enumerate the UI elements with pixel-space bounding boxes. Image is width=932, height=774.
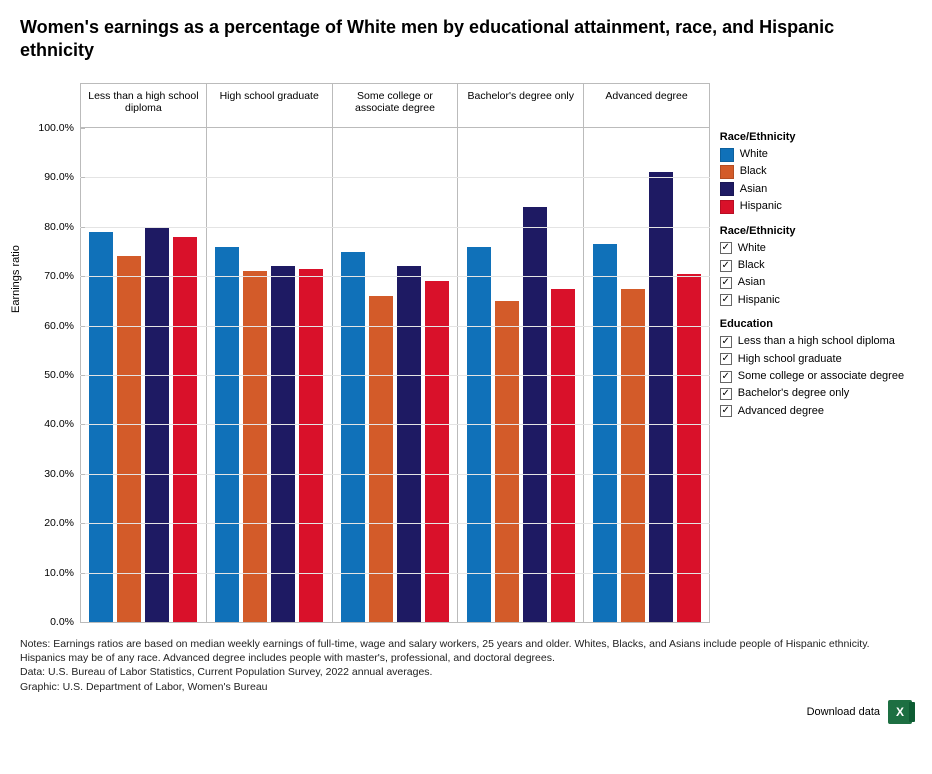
y-tick-label: 50.0% bbox=[44, 369, 80, 381]
checkbox-icon: ✓ bbox=[720, 371, 732, 383]
y-tick-label: 90.0% bbox=[44, 171, 80, 183]
legend-swatch bbox=[720, 182, 734, 196]
y-tick-label: 0.0% bbox=[50, 616, 80, 628]
race-filter-checkbox-item[interactable]: ✓ Asian bbox=[720, 275, 912, 290]
checkbox-icon: ✓ bbox=[720, 405, 732, 417]
panel-header: Less than a high school diploma bbox=[80, 84, 206, 127]
gridline bbox=[80, 326, 710, 327]
education-filter-checkbox-item[interactable]: ✓ Advanced degree bbox=[720, 404, 912, 419]
bar-white[interactable] bbox=[215, 247, 239, 622]
gridline bbox=[80, 227, 710, 228]
panel-header: Advanced degree bbox=[583, 84, 710, 127]
checkbox-icon: ✓ bbox=[720, 388, 732, 400]
legend-label: Asian bbox=[740, 182, 768, 197]
checkbox-icon: ✓ bbox=[720, 353, 732, 365]
checkbox-label: Some college or associate degree bbox=[738, 369, 904, 384]
legend-swatch bbox=[720, 200, 734, 214]
y-tick-label: 40.0% bbox=[44, 418, 80, 430]
legend-color-title: Race/Ethnicity bbox=[720, 131, 912, 143]
y-tick-label: 80.0% bbox=[44, 221, 80, 233]
checkbox-label: Bachelor's degree only bbox=[738, 386, 850, 401]
legend-label: Hispanic bbox=[740, 199, 782, 214]
checkbox-icon: ✓ bbox=[720, 260, 732, 272]
bar-hispanic[interactable] bbox=[299, 269, 323, 622]
y-tick-label: 30.0% bbox=[44, 468, 80, 480]
education-filter-checkbox-item[interactable]: ✓ High school graduate bbox=[720, 352, 912, 367]
y-tick-label: 70.0% bbox=[44, 270, 80, 282]
gridline bbox=[80, 424, 710, 425]
checkbox-label: High school graduate bbox=[738, 352, 842, 367]
gridline bbox=[80, 573, 710, 574]
bar-white[interactable] bbox=[593, 244, 617, 622]
education-filter-checkbox-item[interactable]: ✓ Some college or associate degree bbox=[720, 369, 912, 384]
legend-panel: Race/Ethnicity White Black Asian Hispanic R… bbox=[704, 83, 912, 421]
checkbox-icon: ✓ bbox=[720, 242, 732, 254]
legend-swatch bbox=[720, 165, 734, 179]
checkbox-icon: ✓ bbox=[720, 294, 732, 306]
bar-asian[interactable] bbox=[397, 266, 421, 622]
legend-label: Black bbox=[740, 164, 767, 179]
y-tick-label: 20.0% bbox=[44, 517, 80, 529]
excel-icon[interactable]: X bbox=[888, 700, 912, 724]
legend-color-item[interactable]: Asian bbox=[720, 182, 912, 197]
panel-header: High school graduate bbox=[206, 84, 332, 127]
bar-hispanic[interactable] bbox=[173, 237, 197, 622]
bar-black[interactable] bbox=[117, 256, 141, 622]
race-filter-checkbox-item[interactable]: ✓ Black bbox=[720, 258, 912, 273]
education-filter-checkbox-item[interactable]: ✓ Bachelor's degree only bbox=[720, 386, 912, 401]
y-tick-label: 60.0% bbox=[44, 320, 80, 332]
y-tick-label: 100.0% bbox=[38, 122, 80, 134]
checkbox-label: Asian bbox=[738, 275, 766, 290]
bar-black[interactable] bbox=[243, 271, 267, 622]
legend-label: White bbox=[740, 147, 768, 162]
chart-title: Women's earnings as a percentage of Whit… bbox=[20, 16, 870, 61]
y-tick-label: 10.0% bbox=[44, 567, 80, 579]
bar-white[interactable] bbox=[341, 252, 365, 623]
legend-color-item[interactable]: Black bbox=[720, 164, 912, 179]
checkbox-label: Advanced degree bbox=[738, 404, 824, 419]
legend-color-item[interactable]: White bbox=[720, 147, 912, 162]
gridline bbox=[80, 177, 710, 178]
legend-filter-race-title: Race/Ethnicity bbox=[720, 225, 912, 237]
bar-hispanic[interactable] bbox=[425, 281, 449, 622]
checkbox-label: Less than a high school diploma bbox=[738, 334, 895, 349]
notes-line: Graphic: U.S. Department of Labor, Women… bbox=[20, 680, 912, 694]
bar-asian[interactable] bbox=[271, 266, 295, 622]
gridline bbox=[80, 276, 710, 277]
legend-color-item[interactable]: Hispanic bbox=[720, 199, 912, 214]
gridline bbox=[80, 375, 710, 376]
chart-notes: Notes: Earnings ratios are based on medi… bbox=[20, 637, 912, 694]
chart-container: Earnings ratio Less than a high school d… bbox=[20, 83, 912, 623]
gridline bbox=[80, 474, 710, 475]
checkbox-icon: ✓ bbox=[720, 277, 732, 289]
education-filter-checkbox-item[interactable]: ✓ Less than a high school diploma bbox=[720, 334, 912, 349]
bar-white[interactable] bbox=[467, 247, 491, 622]
race-filter-checkbox-item[interactable]: ✓ White bbox=[720, 241, 912, 256]
chart-plot-area: Earnings ratio Less than a high school d… bbox=[20, 83, 704, 623]
panel-header: Bachelor's degree only bbox=[457, 84, 583, 127]
checkbox-icon: ✓ bbox=[720, 336, 732, 348]
race-filter-checkbox-item[interactable]: ✓ Hispanic bbox=[720, 293, 912, 308]
checkbox-label: Hispanic bbox=[738, 293, 780, 308]
y-axis-label: Earnings ratio bbox=[10, 245, 22, 313]
bar-asian[interactable] bbox=[649, 172, 673, 622]
legend-swatch bbox=[720, 148, 734, 162]
checkbox-label: Black bbox=[738, 258, 765, 273]
bar-white[interactable] bbox=[89, 232, 113, 622]
bar-black[interactable] bbox=[495, 301, 519, 622]
download-data-link[interactable]: Download data bbox=[807, 706, 880, 718]
gridline bbox=[80, 523, 710, 524]
panel-header: Some college or associate degree bbox=[332, 84, 458, 127]
notes-line: Notes: Earnings ratios are based on medi… bbox=[20, 637, 912, 665]
legend-filter-education-title: Education bbox=[720, 318, 912, 330]
notes-line: Data: U.S. Bureau of Labor Statistics, C… bbox=[20, 665, 912, 679]
checkbox-label: White bbox=[738, 241, 766, 256]
bar-asian[interactable] bbox=[523, 207, 547, 622]
